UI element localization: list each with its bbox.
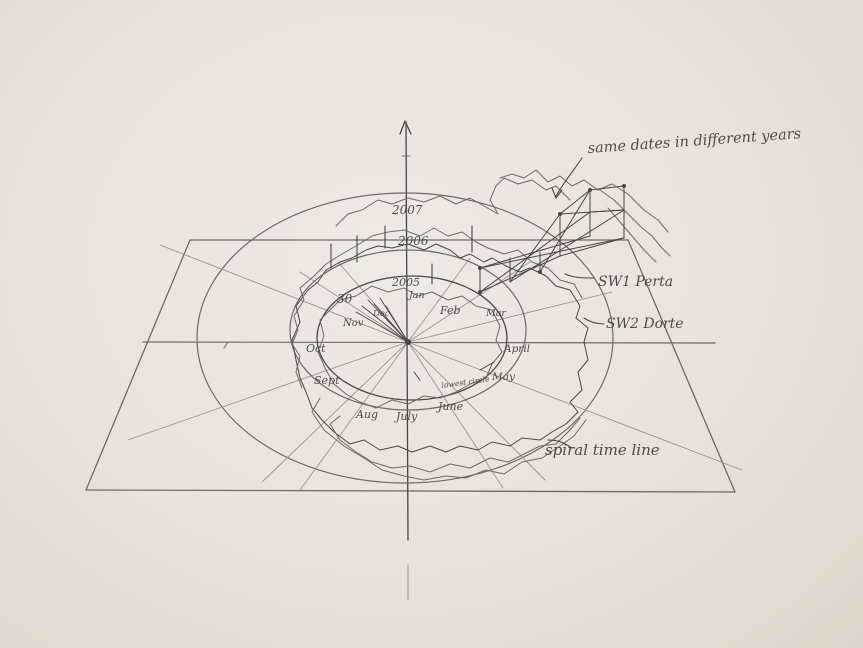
- month-tick-marks: [413, 361, 495, 381]
- sw1-pointer: [564, 273, 595, 279]
- outer-ellipse: [196, 192, 614, 484]
- annotation-same-dates: same dates in different years: [587, 126, 801, 157]
- month-label-jan: Jan: [407, 290, 425, 301]
- spiral-rings: [289, 249, 527, 411]
- month-label-dec: Dec: [372, 309, 390, 319]
- ground-plane: [85, 239, 736, 493]
- horizontal-axis: [142, 341, 716, 344]
- dec-radial-lines: [355, 297, 411, 345]
- time-series-squiggles: [291, 169, 671, 481]
- annotation-lowest-circle: lowest circle: [441, 374, 491, 390]
- annotation-spiral-time-line: spiral time line: [545, 441, 660, 459]
- month-label-nov: Nov: [342, 318, 364, 329]
- day-label-30: 30: [337, 292, 353, 306]
- spiral-pointer: [547, 439, 573, 449]
- year-label-2006: 2006: [397, 234, 429, 248]
- year-connectors: [330, 225, 473, 285]
- year-label-2007: 2007: [391, 203, 423, 217]
- vertical-axis: [399, 120, 412, 601]
- same-dates-lattice: [478, 184, 626, 294]
- same-dates-arrow: [555, 157, 583, 197]
- sw2-pointer: [583, 317, 605, 325]
- annotation-sw1: SW1 Perta: [598, 274, 673, 290]
- year-label-2005: 2005: [391, 276, 420, 289]
- month-label-aug: Aug: [355, 408, 378, 421]
- annotation-pointers: [223, 157, 605, 449]
- month-label-april: April: [503, 343, 530, 355]
- month-spokes: [127, 244, 743, 491]
- month-label-july: July: [394, 410, 418, 423]
- annotation-sw2: SW2 Dorte: [606, 316, 684, 332]
- month-label-sept: Sept: [314, 374, 340, 387]
- month-label-june: June: [436, 400, 464, 413]
- month-label-oct: Oct: [306, 342, 326, 355]
- month-label-feb: Feb: [439, 304, 461, 317]
- month-label-may: May: [491, 371, 516, 383]
- month-label-mar: Mar: [485, 308, 507, 319]
